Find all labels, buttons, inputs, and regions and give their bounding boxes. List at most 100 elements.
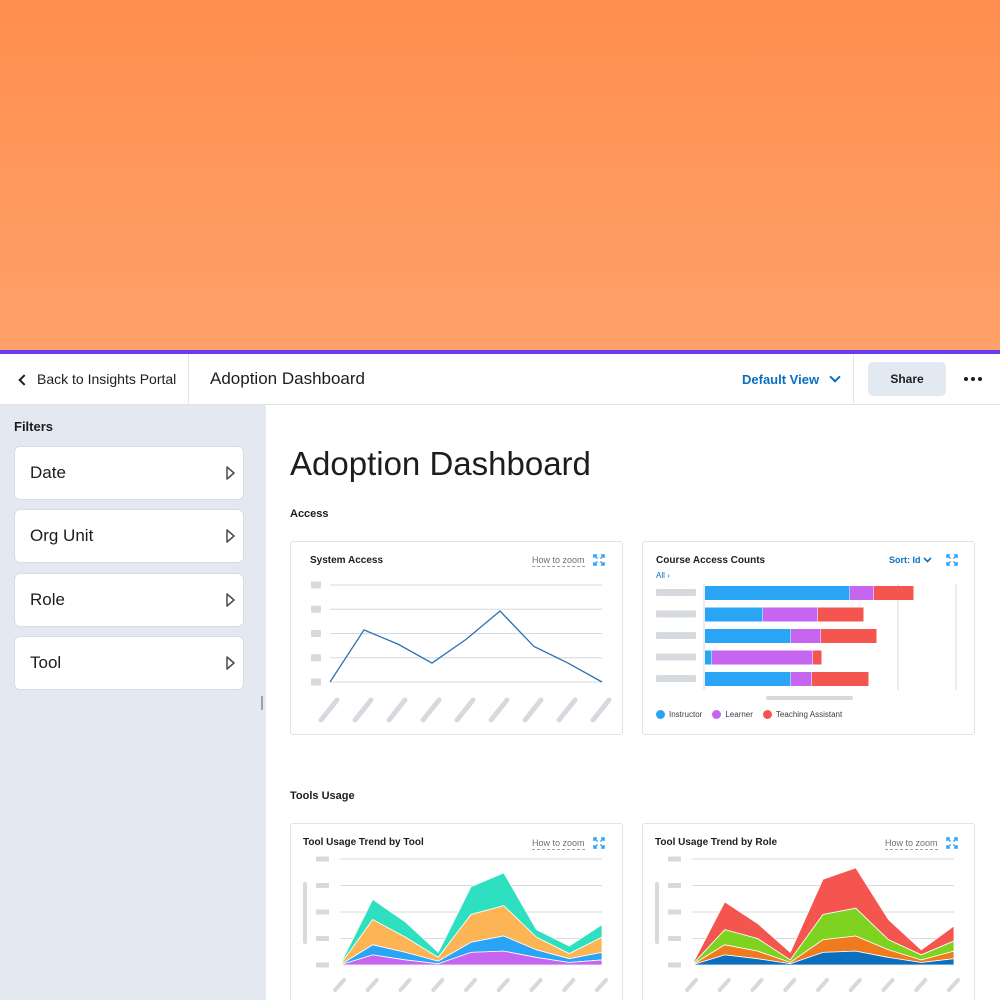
x-tick-placeholder (590, 697, 612, 723)
sidebar-resize-handle[interactable] (261, 696, 263, 710)
legend-teaching-assistant[interactable]: Teaching Assistant (762, 710, 842, 719)
y-tick-placeholder (311, 605, 321, 613)
back-to-portal-link[interactable]: Back to Insights Portal (0, 354, 189, 404)
card-tool-usage-by-role: Tool Usage Trend by Role How to zoom (642, 823, 975, 1000)
chevron-left-icon (18, 373, 30, 386)
y-tick-placeholder (316, 883, 329, 888)
x-tick-placeholder (488, 697, 510, 723)
category-label-placeholder (656, 653, 696, 661)
filter-label: Date (30, 463, 66, 482)
chart-title: Tool Usage Trend by Tool (303, 837, 424, 848)
x-tick-placeholder (556, 697, 578, 723)
accent-bar (0, 350, 1000, 354)
x-tick-placeholder (522, 697, 544, 723)
filter-date[interactable]: Date (14, 446, 244, 500)
view-selector-label: Default View (742, 371, 820, 387)
bar-segment (850, 586, 874, 600)
view-selector[interactable]: Default View (742, 354, 841, 404)
x-tick-placeholder (595, 978, 608, 992)
bar-segment (818, 607, 864, 622)
x-tick-placeholder (947, 978, 960, 992)
share-button[interactable]: Share (868, 362, 946, 396)
filter-tool[interactable]: Tool (14, 636, 244, 690)
x-tick-placeholder (464, 978, 477, 992)
bar-segment (812, 672, 869, 686)
legend-learner[interactable]: Learner (712, 710, 753, 719)
chart-title: Course Access Counts (656, 555, 766, 566)
expand-icon[interactable] (593, 837, 605, 849)
more-options-icon[interactable] (960, 366, 986, 392)
y-tick-placeholder (316, 856, 329, 862)
category-label-placeholder (656, 589, 696, 596)
filter-role[interactable]: Role (14, 573, 244, 627)
y-tick-placeholder (668, 936, 681, 941)
y-tick-placeholder (316, 936, 329, 941)
legend-instructor[interactable]: Instructor (656, 710, 702, 719)
bar-segment (705, 629, 791, 643)
expand-icon[interactable] (593, 554, 605, 566)
system-access-chart (311, 581, 612, 723)
how-to-zoom-link[interactable]: How to zoom (885, 838, 938, 850)
area-series (339, 950, 603, 966)
x-tick-placeholder (717, 978, 731, 992)
how-to-zoom-link[interactable]: How to zoom (532, 838, 585, 850)
tool-usage-by-tool-chart (303, 856, 608, 992)
x-tick-placeholder (386, 697, 408, 723)
bar-segment (763, 607, 818, 622)
filter-org-unit[interactable]: Org Unit (14, 509, 244, 563)
dashboard-main: Adoption Dashboard Access Tools Usage Sy… (266, 405, 1000, 1000)
x-tick-placeholder (529, 978, 543, 992)
x-tick-placeholder (816, 978, 829, 992)
filter-label: Org Unit (30, 526, 94, 545)
chart-title: Tool Usage Trend by Role (655, 837, 778, 848)
sort-label: Sort: Id (889, 555, 921, 565)
chevron-down-icon (923, 557, 932, 563)
x-tick-placeholder (352, 697, 374, 723)
chevron-down-icon (829, 370, 841, 383)
x-tick-placeholder (685, 978, 698, 992)
all-filter-link[interactable]: All › (656, 571, 670, 580)
bar-segment (705, 650, 712, 665)
x-tick-placeholder (398, 978, 412, 992)
card-course-access-counts: Course Access Counts Sort: Id All › Inst… (642, 541, 975, 735)
bar-segment (821, 629, 877, 643)
category-label-placeholder (656, 675, 696, 682)
y-tick-placeholder (311, 654, 321, 662)
section-label-access: Access (290, 508, 329, 520)
area-series (691, 950, 955, 966)
series-line (329, 610, 603, 683)
y-tick-placeholder (668, 909, 681, 915)
chart-legend: Instructor Learner Teaching Assistant (656, 710, 842, 719)
legend-label: Instructor (669, 710, 703, 719)
bar-segment (791, 629, 821, 643)
y-tick-placeholder (316, 909, 329, 915)
x-tick-placeholder (848, 978, 862, 992)
y-axis-label-placeholder (303, 882, 307, 944)
category-label-placeholder (656, 632, 696, 639)
filters-sidebar: Filters Date Org Unit Role Tool (0, 405, 266, 1000)
y-tick-placeholder (668, 962, 681, 968)
y-tick-placeholder (311, 581, 321, 589)
filter-label: Role (30, 590, 65, 609)
page-title: Adoption Dashboard (290, 445, 591, 482)
section-label-tools-usage: Tools Usage (290, 790, 355, 802)
legend-label: Learner (725, 710, 753, 719)
expand-icon[interactable] (946, 837, 958, 849)
x-tick-placeholder (454, 697, 476, 723)
bar-segment (813, 650, 822, 665)
x-tick-placeholder (431, 978, 445, 992)
sort-dropdown[interactable]: Sort: Id (889, 555, 932, 565)
expand-icon[interactable] (946, 554, 958, 566)
bar-segment (705, 672, 791, 686)
how-to-zoom-link[interactable]: How to zoom (532, 555, 585, 567)
x-tick-placeholder (420, 697, 442, 723)
back-link-label: Back to Insights Portal (37, 371, 177, 387)
x-tick-placeholder (318, 697, 340, 723)
header-banner (0, 0, 1000, 350)
card-tool-usage-by-tool: Tool Usage Trend by Tool How to zoom (290, 823, 623, 1000)
bar-segment (705, 586, 850, 600)
filter-label: Tool (30, 653, 62, 672)
y-axis-label-placeholder (655, 882, 659, 944)
bar-segment (705, 607, 763, 622)
bar-segment (791, 672, 812, 686)
